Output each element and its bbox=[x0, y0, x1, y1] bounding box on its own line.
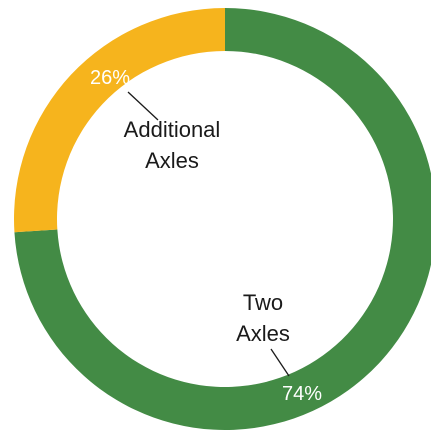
leader-line-two-axles bbox=[270, 348, 290, 377]
category-label-two-axles-line1: Two bbox=[243, 290, 283, 315]
donut-slices bbox=[13, 7, 431, 430]
category-label-two-axles-line2: Axles bbox=[236, 321, 290, 346]
category-label-additional-axles-line2: Axles bbox=[145, 148, 199, 173]
leader-line-additional-axles bbox=[127, 91, 159, 121]
slice-value-label-two-axles: 74% bbox=[282, 383, 322, 405]
donut-slice-additional-axles bbox=[13, 7, 225, 233]
slice-value-label-additional-axles: 26% bbox=[90, 67, 130, 89]
category-label-additional-axles-line1: Additional bbox=[124, 117, 221, 142]
